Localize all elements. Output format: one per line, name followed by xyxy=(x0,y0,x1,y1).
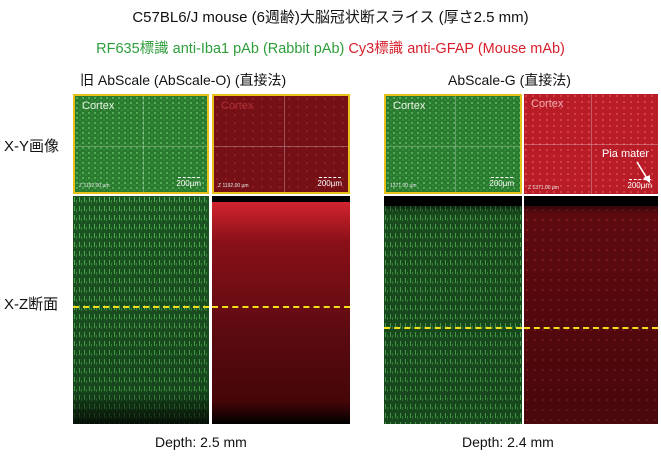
scale-bar: 200µm xyxy=(489,177,514,188)
pia-mater-annotation: Pia mater xyxy=(602,148,650,160)
xz-section-red-abscale-g xyxy=(524,196,658,424)
stain-description: RF635標識 anti-Iba1 pAb (Rabbit pAb) Cy3標識… xyxy=(0,37,661,58)
stain-red-label: Cy3標識 anti-GFAP (Mouse mAb) xyxy=(348,41,565,57)
red-xz-texture xyxy=(524,196,658,424)
dashed-depth-line xyxy=(73,306,209,308)
xy-image-green-abscale-g: Cortex 1371.00 µm 200µm xyxy=(384,94,522,194)
z-depth-label: Z 1371.00 µm xyxy=(528,185,559,191)
z-depth-label: 1371.00 µm xyxy=(390,183,417,189)
region-label: Cortex xyxy=(531,98,564,110)
scale-bar: 200µm xyxy=(317,177,342,188)
column-heading-abscale-g: AbScale-G (直接法) xyxy=(448,72,571,88)
xy-image-red-abscale-g: Cortex Pia mater Z 1371.00 µm 200µm xyxy=(524,94,658,194)
xz-section-green-abscale-g xyxy=(384,196,522,424)
row-label-xy: X-Y画像 xyxy=(4,138,60,155)
xy-image-red-abscale-o: Cortex Z 1192.00 µm 200µm xyxy=(212,94,350,194)
dashed-depth-line xyxy=(384,327,522,329)
z-depth-label: Z 1192.00 µm xyxy=(79,183,110,189)
xz-section-red-abscale-o xyxy=(212,196,350,424)
xy-image-green-abscale-o: Cortex Z 1192.00 µm 200µm xyxy=(73,94,209,194)
region-label: Cortex xyxy=(221,100,254,112)
red-xz-texture xyxy=(212,202,350,424)
z-depth-label: Z 1192.00 µm xyxy=(218,183,249,189)
red-texture xyxy=(524,94,658,194)
depth-label-abscale-o: Depth: 2.5 mm xyxy=(155,434,247,450)
green-texture xyxy=(386,96,520,192)
depth-label-abscale-g: Depth: 2.4 mm xyxy=(462,434,554,450)
scale-bar: 200µm xyxy=(627,179,652,190)
xz-section-green-abscale-o xyxy=(73,196,209,424)
column-heading-abscale-o: 旧 AbScale (AbScale-O) (直接法) xyxy=(80,72,287,88)
scale-bar: 200µm xyxy=(176,177,201,188)
region-label: Cortex xyxy=(393,100,426,112)
region-label: Cortex xyxy=(82,100,115,112)
green-xz-texture xyxy=(384,196,522,424)
figure-title: C57BL6/J mouse (6週齢)大脳冠状断スライス (厚さ2.5 mm) xyxy=(132,9,529,26)
green-texture xyxy=(75,96,207,192)
red-texture xyxy=(214,96,348,192)
dashed-depth-line xyxy=(524,327,658,329)
green-xz-texture xyxy=(73,196,209,424)
row-label-xz: X-Z断面 xyxy=(4,296,59,313)
dashed-depth-line xyxy=(212,306,350,308)
stain-green-label: RF635標識 anti-Iba1 pAb (Rabbit pAb) xyxy=(96,41,345,57)
